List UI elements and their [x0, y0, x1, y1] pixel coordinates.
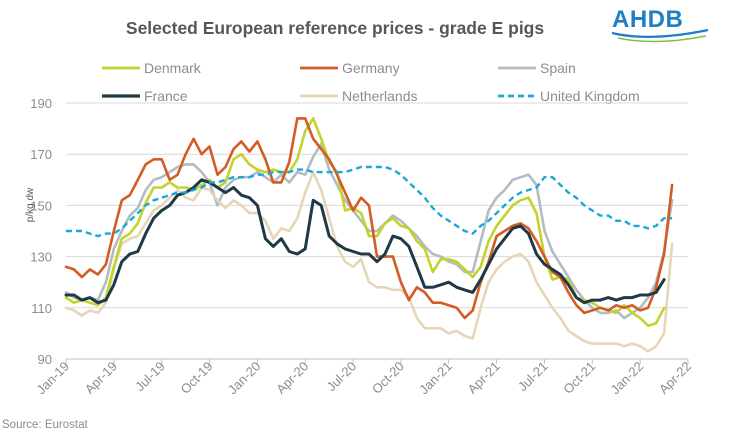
x-tick-label: Jul-21	[515, 359, 551, 395]
x-tick-label: Apr-22	[656, 359, 694, 397]
x-tick-label: Apr-19	[82, 359, 120, 397]
x-tick-label: Oct-19	[177, 359, 215, 397]
legend-label-denmark: Denmark	[144, 60, 202, 76]
x-tick-label: Apr-20	[273, 359, 311, 397]
logo-swoosh-secondary	[617, 35, 707, 43]
logo-text: AHDB	[612, 6, 683, 33]
series-line-france	[64, 178, 666, 305]
legend-label-uk: United Kingdom	[540, 88, 640, 104]
y-tick-label: 150	[30, 198, 52, 213]
y-tick-label: 110	[31, 301, 52, 316]
y-tick-label: 170	[30, 147, 52, 162]
x-tick-label: Oct-20	[369, 359, 407, 397]
source-note: Source: Eurostat	[2, 419, 88, 431]
x-tick-label: Jan-22	[608, 359, 647, 398]
x-tick-label: Jul-20	[324, 359, 360, 395]
x-tick-label: Jan-20	[225, 359, 264, 398]
legend-label-spain: Spain	[540, 60, 576, 76]
y-tick-label: 190	[30, 96, 52, 111]
ahdb-logo: AHDB	[611, 6, 709, 43]
series-line-germany	[64, 117, 674, 320]
legend-label-france: France	[144, 88, 188, 104]
chart-title: Selected European reference prices - gra…	[126, 18, 544, 38]
y-axis-label: p/kg dw	[25, 187, 36, 222]
y-tick-label: 90	[38, 352, 52, 367]
series-line-spain	[64, 142, 674, 320]
series-group	[64, 117, 674, 353]
x-tick-label: Jan-21	[416, 359, 455, 398]
x-tick-label: Oct-21	[560, 359, 598, 397]
x-tick-label: Jul-19	[132, 359, 168, 395]
legend-label-germany: Germany	[342, 60, 400, 76]
legend: Denmark Germany Spain France Netherlands Unit…	[102, 60, 640, 104]
series-line-netherlands	[64, 170, 674, 353]
y-tick-label: 130	[30, 250, 52, 265]
series-line-uk	[66, 165, 673, 238]
legend-label-netherlands: Netherlands	[342, 88, 418, 104]
x-tick-label: Apr-21	[465, 359, 503, 397]
logo-swoosh	[611, 28, 709, 38]
